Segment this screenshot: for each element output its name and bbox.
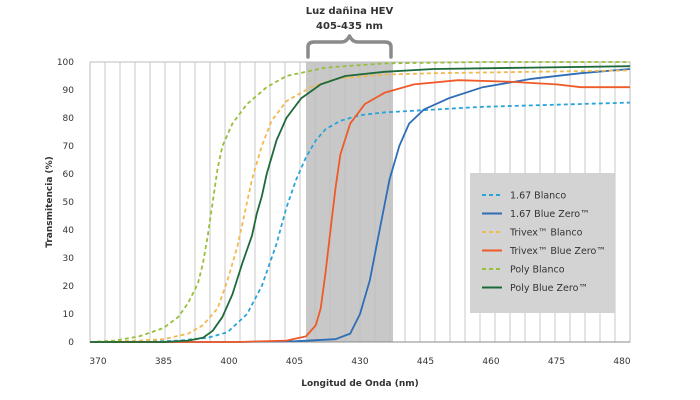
y-tick-label: 70 — [63, 142, 75, 152]
hev-band-range-label: 405-435 nm — [316, 21, 383, 32]
x-tick-label: 460 — [482, 357, 499, 367]
hev-band-rect — [306, 62, 393, 342]
legend-label: Trivex™ Blanco — [509, 228, 583, 239]
hev-band-layer — [306, 34, 393, 342]
y-tick-label: 100 — [57, 58, 74, 68]
series-line — [90, 79, 630, 343]
y-tick-label: 80 — [63, 114, 75, 124]
series-line — [89, 61, 630, 343]
series-layer — [89, 61, 631, 343]
series-line — [90, 68, 631, 343]
y-tick-label: 30 — [63, 254, 75, 264]
x-tick-label: 405 — [286, 357, 303, 367]
legend-label: Poly Blanco — [510, 265, 565, 276]
y-tick-label: 20 — [63, 282, 75, 292]
y-tick-label: 40 — [63, 226, 75, 236]
x-tick-label: 385 — [155, 357, 172, 367]
x-tick-label: 430 — [351, 357, 368, 367]
series-line — [90, 101, 631, 343]
legend-label: 1.67 Blanco — [510, 191, 566, 202]
x-tick-label: 400 — [220, 357, 237, 367]
y-tick-label: 50 — [63, 198, 75, 208]
x-tick-label: 445 — [417, 357, 434, 367]
legend: 1.67 Blanco 1.67 Blue Zero™ Trivex™ Blanco… — [470, 173, 615, 313]
hev-band-brace — [306, 34, 393, 59]
series-line — [89, 69, 631, 343]
x-tick-label: 480 — [613, 357, 630, 367]
legend-label: Poly Blue Zero™ — [510, 283, 588, 294]
x-tick-label: 370 — [89, 357, 106, 367]
y-tick-label: 10 — [63, 310, 75, 320]
y-tick-label: 0 — [68, 338, 74, 348]
legend-box — [470, 173, 615, 313]
tick-layer: 0 10 20 30 40 50 60 70 80 90 100 370 385 400 405 430 445… — [57, 58, 631, 367]
x-axis-title: Longitud de Onda (nm) — [301, 379, 419, 389]
y-axis-title: Transmitencia (%) — [45, 156, 55, 248]
legend-label: 1.67 Blue Zero™ — [510, 209, 590, 220]
y-tick-label: 60 — [63, 170, 75, 180]
series-line — [90, 65, 631, 343]
y-tick-label: 90 — [63, 86, 75, 96]
x-tick-label: 475 — [548, 357, 565, 367]
hev-band-title: Luz dañina HEV — [306, 6, 394, 17]
legend-label: Trivex™ Blue Zero™ — [509, 246, 606, 257]
